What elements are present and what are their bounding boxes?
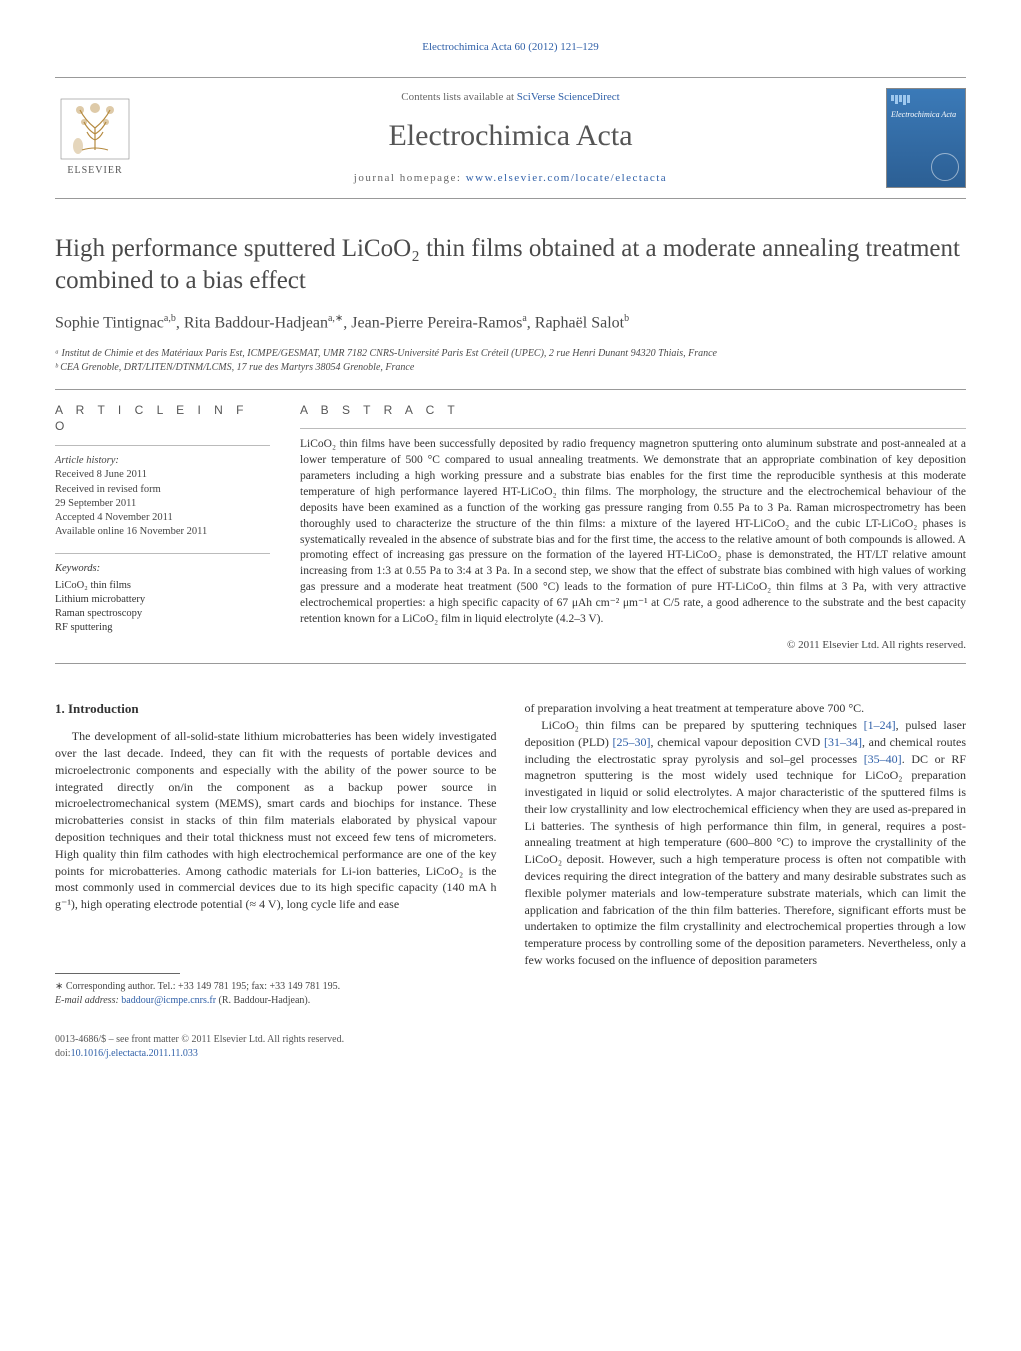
masthead: ELSEVIER Contents lists available at Sci… <box>55 77 966 199</box>
masthead-center: Contents lists available at SciVerse Sci… <box>153 90 868 187</box>
contents-available-line: Contents lists available at SciVerse Sci… <box>153 90 868 105</box>
abstract-copyright: © 2011 Elsevier Ltd. All rights reserved… <box>300 638 966 653</box>
keyword-item: LiCoO₂ thin films <box>55 579 270 593</box>
affiliation-line: ᵇ CEA Grenoble, DRT/LITEN/DTNM/LCMS, 17 … <box>55 361 966 375</box>
footnote-divider <box>55 973 180 974</box>
journal-name: Electrochimica Acta <box>153 115 868 157</box>
doi-link[interactable]: 10.1016/j.electacta.2011.11.033 <box>71 1048 198 1059</box>
homepage-prefix: journal homepage: <box>354 172 466 184</box>
keywords-list: LiCoO₂ thin filmsLithium microbatteryRam… <box>55 579 270 636</box>
journal-cover-thumbnail: Electrochimica Acta <box>886 88 966 188</box>
abstract-column: A B S T R A C T LiCoO₂ thin films have b… <box>300 402 966 654</box>
cover-title: Electrochimica Acta <box>891 111 961 120</box>
cover-bars-icon <box>891 95 961 105</box>
reference-link[interactable]: [31–34] <box>824 735 862 749</box>
publisher-logo: ELSEVIER <box>55 93 135 183</box>
history-revised-label: Received in revised form <box>55 483 270 497</box>
reference-link[interactable]: [35–40] <box>864 752 902 766</box>
article-history: Article history: Received 8 June 2011 Re… <box>55 454 270 539</box>
page-footer-meta: 0013-4686/$ – see front matter © 2011 El… <box>55 1033 966 1060</box>
contents-prefix: Contents lists available at <box>401 91 516 103</box>
corresponding-author-footnote: ∗ Corresponding author. Tel.: +33 149 78… <box>55 980 497 1007</box>
elsevier-tree-icon <box>60 98 130 160</box>
body-two-column: 1. Introduction The development of all-s… <box>55 700 966 1007</box>
cover-swirl-icon <box>931 153 959 181</box>
divider <box>55 663 966 664</box>
article-title: High performance sputtered LiCoO₂ thin f… <box>55 233 966 296</box>
body-paragraph: of preparation involving a heat treatmen… <box>525 700 967 717</box>
section-heading: 1. Introduction <box>55 700 497 718</box>
abstract-heading: A B S T R A C T <box>300 402 966 419</box>
article-info-heading: A R T I C L E I N F O <box>55 402 270 436</box>
issn-line: 0013-4686/$ – see front matter © 2011 El… <box>55 1033 966 1047</box>
footnote-marker: ∗ <box>55 981 63 992</box>
publisher-name: ELSEVIER <box>67 164 122 178</box>
divider <box>55 389 966 390</box>
affiliation-line: ᵃ Institut de Chimie et des Matériaux Pa… <box>55 347 966 361</box>
info-divider <box>55 553 270 554</box>
body-paragraph: LiCoO₂ thin films can be prepared by spu… <box>525 717 967 969</box>
reference-link[interactable]: [25–30] <box>613 735 651 749</box>
history-label: Article history: <box>55 454 270 468</box>
email-suffix: (R. Baddour-Hadjean). <box>216 995 310 1006</box>
running-head: Electrochimica Acta 60 (2012) 121–129 <box>55 40 966 55</box>
journal-homepage-link[interactable]: www.elsevier.com/locate/electacta <box>466 172 668 184</box>
keyword-item: Raman spectroscopy <box>55 607 270 621</box>
history-revised-date: 29 September 2011 <box>55 497 270 511</box>
keyword-item: Lithium microbattery <box>55 593 270 607</box>
author-list: Sophie Tintignaca,b, Rita Baddour-Hadjea… <box>55 312 966 335</box>
corresponding-email-link[interactable]: baddour@icmpe.cnrs.fr <box>121 995 216 1006</box>
body-column-right: of preparation involving a heat treatmen… <box>525 700 967 1007</box>
sciencedirect-link[interactable]: SciVerse ScienceDirect <box>517 91 620 103</box>
history-received: Received 8 June 2011 <box>55 468 270 482</box>
history-accepted: Accepted 4 November 2011 <box>55 511 270 525</box>
homepage-line: journal homepage: www.elsevier.com/locat… <box>153 171 868 186</box>
abstract-divider <box>300 428 966 429</box>
doi-prefix: doi: <box>55 1048 71 1059</box>
footnote-line1: Corresponding author. Tel.: +33 149 781 … <box>66 981 340 992</box>
article-info-column: A R T I C L E I N F O Article history: R… <box>55 402 270 654</box>
email-label: E-mail address: <box>55 995 121 1006</box>
keyword-item: RF sputtering <box>55 621 270 635</box>
body-paragraph: The development of all-solid-state lithi… <box>55 728 497 913</box>
affiliations: ᵃ Institut de Chimie et des Matériaux Pa… <box>55 347 966 375</box>
reference-link[interactable]: [1–24] <box>864 718 896 732</box>
abstract-text: LiCoO₂ thin films have been successfully… <box>300 437 966 627</box>
keywords-label: Keywords: <box>55 562 270 577</box>
history-online: Available online 16 November 2011 <box>55 525 270 539</box>
body-column-left: 1. Introduction The development of all-s… <box>55 700 497 1007</box>
info-divider <box>55 445 270 446</box>
